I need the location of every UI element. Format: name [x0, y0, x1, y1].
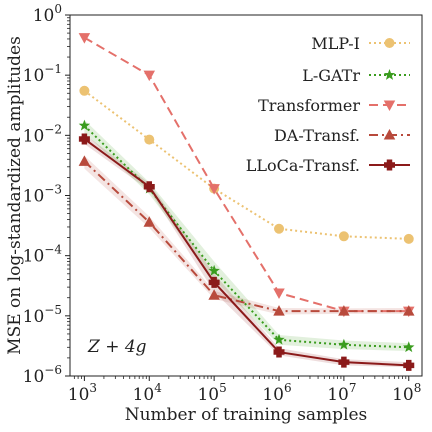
series-line-4 — [83, 138, 409, 367]
legend-marker-4 — [384, 159, 395, 171]
data-point-2-0 — [78, 33, 91, 44]
data-point-1-2 — [208, 264, 220, 276]
data-point-3-2 — [208, 289, 220, 300]
data-point-3-5 — [403, 305, 415, 316]
x-tick-label-0: 103 — [68, 381, 97, 405]
data-point-2-3 — [273, 288, 285, 299]
data-point-3-3 — [273, 305, 285, 316]
data-point-3-0 — [78, 155, 91, 166]
x-tick-label-5: 108 — [392, 381, 421, 405]
x-tick-label-2: 105 — [197, 381, 226, 405]
legend-item-0: MLP-I — [311, 34, 410, 53]
legend-item-1: L-GATr — [302, 66, 410, 85]
data-point-0-5 — [403, 233, 414, 244]
legend-item-3: DA-Transf. — [274, 126, 410, 145]
legend-marker-1 — [383, 69, 396, 80]
legend-label-0: MLP-I — [311, 34, 360, 53]
legend-marker-0 — [384, 38, 395, 48]
legend-label-3: DA-Transf. — [274, 126, 360, 145]
y-tick-label-5: 10−5 — [23, 303, 62, 327]
data-point-0-0 — [79, 85, 90, 96]
x-tick-label-1: 104 — [133, 381, 163, 405]
legend-marker-2 — [383, 100, 396, 111]
y-tick-label-0: 100 — [33, 2, 62, 26]
data-point-1-4 — [338, 338, 350, 350]
data-point-2-2 — [208, 184, 220, 195]
legend-label-4: LLoCa-Transf. — [246, 156, 360, 175]
data-point-4-0 — [78, 133, 90, 145]
data-point-0-3 — [274, 223, 285, 234]
y-tick-label-3: 10−3 — [23, 183, 62, 207]
process-annotation: Z + 4g — [87, 337, 147, 357]
data-point-3-4 — [338, 305, 350, 316]
legend-label-2: Transformer — [258, 96, 360, 115]
series-3 — [78, 155, 415, 316]
data-point-1-3 — [273, 333, 285, 345]
series-line-3 — [83, 160, 409, 313]
data-point-4-1 — [143, 181, 155, 193]
data-point-2-1 — [143, 70, 156, 82]
data-point-4-3 — [273, 346, 285, 358]
x-tick-label-4: 107 — [327, 381, 356, 405]
data-point-0-1 — [144, 134, 155, 145]
y-tick-label-2: 10−2 — [23, 122, 62, 146]
data-point-4-4 — [338, 356, 350, 368]
data-point-1-5 — [403, 341, 415, 353]
data-point-3-1 — [143, 216, 156, 227]
data-point-4-5 — [403, 359, 415, 371]
data-point-1-0 — [78, 119, 91, 131]
y-tick-label-1: 10−1 — [23, 62, 62, 86]
x-tick-label-3: 106 — [262, 381, 291, 405]
data-point-4-2 — [208, 276, 220, 288]
legend-item-2: Transformer — [258, 96, 410, 115]
y-axis-label: MSE on log-standardized amplitudes — [5, 36, 25, 355]
series-band-1 — [84, 119, 409, 352]
y-tick-label-4: 10−4 — [23, 243, 63, 267]
x-axis-label: Number of training samples — [125, 405, 368, 425]
legend-label-1: L-GATr — [302, 66, 360, 85]
legend-item-4: LLoCa-Transf. — [246, 156, 410, 175]
series-band-4 — [84, 134, 409, 368]
data-point-0-4 — [338, 231, 349, 242]
y-tick-label-6: 10−6 — [23, 363, 62, 387]
series-4 — [78, 133, 415, 371]
legend-marker-3 — [383, 129, 396, 140]
series-band-3 — [84, 155, 409, 315]
series-line-0 — [83, 89, 409, 240]
